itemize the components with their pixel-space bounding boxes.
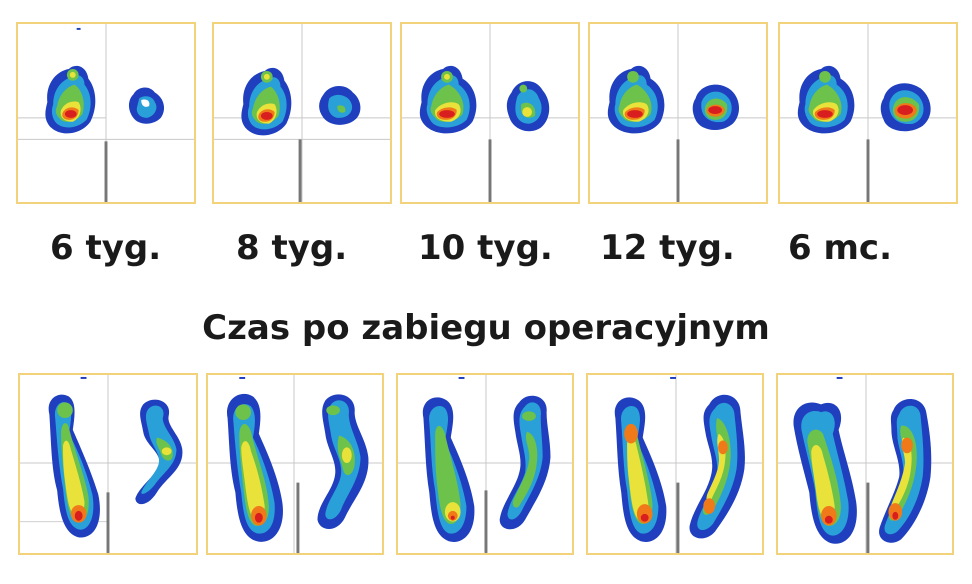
pressure-panel-top-1 xyxy=(16,22,196,204)
pressure-panel-top-4 xyxy=(588,22,768,204)
footprint-image xyxy=(778,375,952,553)
pressure-map-image xyxy=(780,24,956,202)
pressure-panel-bottom-4 xyxy=(586,373,764,555)
caption: Czas po zabiegu operacyjnym xyxy=(202,308,770,348)
pressure-map-image xyxy=(402,24,578,202)
pressure-panel-bottom-2 xyxy=(206,373,384,555)
pressure-map-image xyxy=(214,24,390,202)
pressure-panel-bottom-3 xyxy=(396,373,574,555)
pressure-panel-bottom-1 xyxy=(18,373,198,555)
pressure-panel-bottom-5 xyxy=(776,373,954,555)
bottom-pressure-row xyxy=(0,373,972,555)
pressure-map-image xyxy=(18,24,194,202)
pressure-panel-top-3 xyxy=(400,22,580,204)
footprint-image xyxy=(588,375,762,553)
footprint-image xyxy=(20,375,196,553)
time-label-10-weeks: 10 tyg. xyxy=(418,228,553,268)
time-label-8-weeks: 8 tyg. xyxy=(236,228,348,268)
time-label-6-weeks: 6 tyg. xyxy=(50,228,162,268)
time-label-6-months: 6 mc. xyxy=(788,228,892,268)
time-labels-row: 6 tyg. 8 tyg. 10 tyg. 12 tyg. 6 mc. xyxy=(0,228,972,278)
pressure-panel-top-5 xyxy=(778,22,958,204)
pressure-panel-top-2 xyxy=(212,22,392,204)
footprint-image xyxy=(208,375,382,553)
time-label-12-weeks: 12 tyg. xyxy=(600,228,735,268)
top-pressure-row xyxy=(0,22,972,204)
pressure-map-image xyxy=(590,24,766,202)
footprint-image xyxy=(398,375,572,553)
